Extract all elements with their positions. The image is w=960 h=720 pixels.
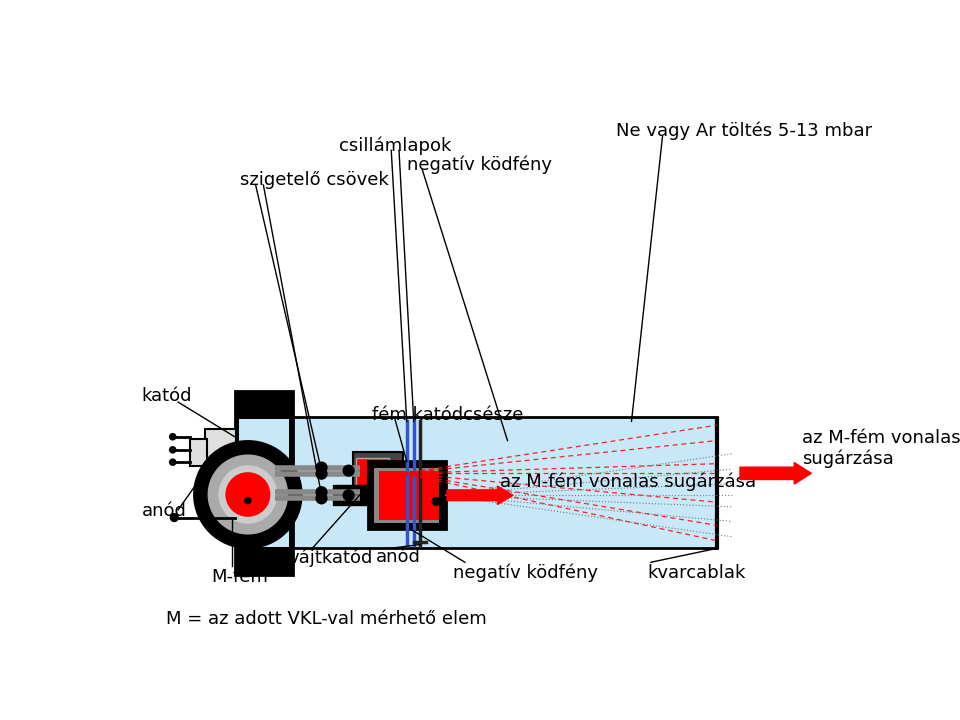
Bar [275,418,717,549]
Bar [352,452,403,495]
Text: negatív ködfény: negatív ködfény [453,564,598,582]
Circle shape [170,459,176,465]
Text: M = az adott VKL-val mérhető elem: M = az adott VKL-val mérhető elem [166,610,488,628]
Circle shape [219,465,277,523]
Bar [234,390,293,575]
Circle shape [195,442,300,547]
Circle shape [344,465,354,476]
Text: negatív ködfény: negatív ködfény [407,156,552,174]
Text: fém katódcsésze: fém katódcsésze [372,406,523,424]
Bar [368,462,445,529]
Circle shape [170,446,176,453]
Bar [333,485,370,505]
Bar [379,471,440,520]
FancyArrow shape [447,486,513,505]
Circle shape [226,472,271,517]
Circle shape [170,514,179,521]
Circle shape [316,462,327,473]
Bar [239,419,289,547]
Text: csillámlapok: csillámlapok [339,137,451,155]
Circle shape [207,454,288,534]
Text: az M-fém vonalas sugárzása: az M-fém vonalas sugárzása [500,472,756,490]
Text: az M-fém vonalas
sugárzása: az M-fém vonalas sugárzása [802,428,960,468]
Text: Ne vagy Ar töltés 5-13 mbar: Ne vagy Ar töltés 5-13 mbar [616,121,872,140]
Text: katód: katód [142,387,192,405]
Circle shape [316,487,327,498]
Text: anód: anód [142,502,186,520]
Circle shape [316,468,327,479]
Bar [205,429,236,475]
Circle shape [245,498,251,504]
Bar [374,467,440,523]
Bar [190,439,206,466]
Circle shape [344,490,354,500]
Text: anód: anód [375,549,420,567]
Circle shape [432,498,440,505]
Text: M-fém: M-fém [212,567,269,585]
Text: szigetelő csövek: szigetelő csövek [240,171,389,189]
Text: vájtkatód: vájtkatód [289,549,373,567]
FancyArrow shape [740,462,811,484]
Circle shape [170,433,176,440]
Bar [356,457,389,489]
Circle shape [316,493,327,504]
Text: kvarcablak: kvarcablak [647,564,745,582]
